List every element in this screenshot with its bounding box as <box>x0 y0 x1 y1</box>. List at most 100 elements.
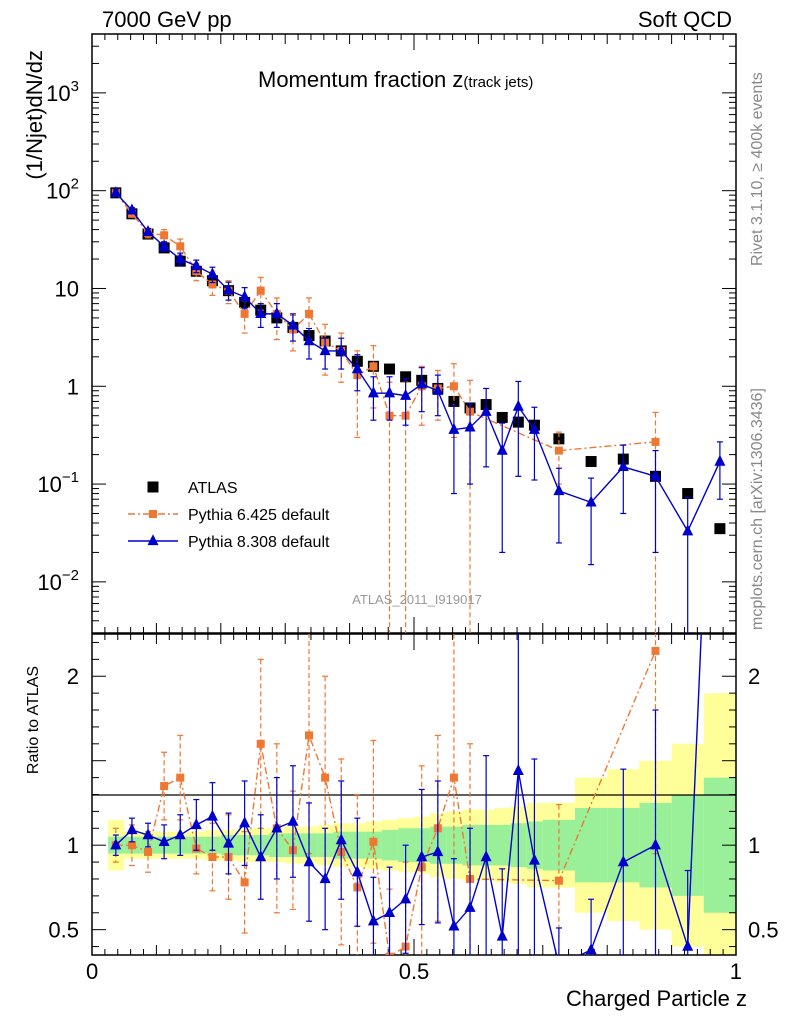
ratio-marker-pythia6 <box>176 773 185 782</box>
ratio-marker-pythia6 <box>305 731 314 740</box>
ratio-marker-pythia8 <box>682 939 694 951</box>
marker-pythia8 <box>223 283 235 295</box>
marker-pythia8 <box>303 334 315 346</box>
green-band-28 <box>575 808 608 883</box>
ratio-marker-pythia8 <box>142 828 154 840</box>
ratio-marker-pythia6 <box>240 878 249 887</box>
marker-pythia8 <box>271 307 283 319</box>
mcplots-label: mcplots.cern.ch [arXiv:1306.3436] <box>749 388 766 630</box>
plot-title-sub: (track jets) <box>463 74 533 91</box>
ratio-marker-pythia8 <box>287 814 299 826</box>
ratio-y-tick-label-right: 1 <box>748 833 760 858</box>
marker-pythia8 <box>650 469 661 481</box>
marker-pythia8 <box>512 399 524 411</box>
ratio-y-tick-label-left: 2 <box>67 664 79 689</box>
marker-pythia8 <box>416 377 428 389</box>
marker-pythia8 <box>287 318 299 330</box>
ratio-marker-pythia8 <box>512 764 524 776</box>
marker-pythia8 <box>432 383 444 395</box>
ratio-marker-pythia8 <box>496 929 508 941</box>
marker-atlas <box>384 363 396 375</box>
ratio-marker-pythia6 <box>321 773 330 782</box>
marker-pythia8 <box>255 307 267 319</box>
ratio-marker-pythia8 <box>110 838 122 850</box>
marker-atlas <box>448 395 460 407</box>
ratio-marker-pythia8 <box>617 855 629 867</box>
ratio-y-tick-label-right: 0.5 <box>748 918 779 943</box>
legend-marker-pythia8 <box>147 534 159 546</box>
marker-pythia6 <box>449 382 458 391</box>
ratio-marker-pythia6 <box>369 837 378 846</box>
legend-marker-atlas <box>147 481 159 493</box>
ratio-marker-pythia8 <box>416 850 428 862</box>
legend-entry-atlas: ATLAS <box>147 480 238 497</box>
ratio-marker-pythia8 <box>255 850 267 862</box>
header-left-label: 7000 GeV pp <box>102 7 232 32</box>
marker-pythia6 <box>208 280 217 289</box>
marker-atlas <box>585 456 597 468</box>
marker-pythia6 <box>651 437 660 446</box>
ratio-marker-pythia8 <box>480 850 492 862</box>
marker-pythia8 <box>496 443 508 455</box>
x-tick-label: 1 <box>730 959 742 984</box>
ratio-marker-pythia6 <box>256 739 265 748</box>
ratio-marker-pythia8 <box>126 823 138 835</box>
ratio-marker-pythia8 <box>528 853 540 865</box>
marker-pythia6 <box>554 446 563 455</box>
x-tick-label: 0.5 <box>399 959 430 984</box>
marker-pythia8 <box>553 484 565 496</box>
ratio-marker-pythia8 <box>303 855 315 867</box>
marker-pythia8 <box>319 344 331 356</box>
ratio-marker-pythia8 <box>448 919 460 931</box>
ratio-marker-pythia6 <box>651 646 660 655</box>
ratio-marker-pythia8 <box>206 809 218 821</box>
y-tick-label: 10 <box>55 276 79 301</box>
ratio-marker-pythia8 <box>158 835 170 846</box>
ratio-marker-pythia8 <box>190 818 202 830</box>
axis-ticks <box>91 33 737 955</box>
ratio-marker-pythia8 <box>239 816 251 828</box>
marker-pythia8 <box>206 267 218 279</box>
ratio-marker-pythia6 <box>160 782 169 791</box>
marker-pythia8 <box>528 422 540 434</box>
y-tick-label: 10−1 <box>37 469 79 497</box>
marker-atlas <box>714 523 726 535</box>
ratio-y-axis-label: Ratio to ATLAS <box>25 666 42 774</box>
ratio-marker-pythia8 <box>714 196 725 207</box>
marker-atlas <box>682 488 694 500</box>
legend-label-atlas: ATLAS <box>188 480 238 497</box>
marker-pythia8 <box>239 290 251 302</box>
legend-label-pythia6: Pythia 6.425 default <box>188 507 330 524</box>
marker-pythia8 <box>714 454 726 466</box>
marker-pythia8 <box>142 224 154 236</box>
y-tick-label: 10−2 <box>37 567 79 595</box>
ratio-marker-pythia8 <box>464 900 476 912</box>
marker-atlas <box>553 433 565 445</box>
rivet-version-label: Rivet 3.1.10, ≥ 400k events <box>749 72 766 266</box>
plot-title-main: Momentum fraction z <box>258 67 463 92</box>
marker-pythia6 <box>176 242 185 251</box>
y-tick-label: 103 <box>46 78 79 106</box>
marker-pythia8 <box>585 495 597 507</box>
marker-pythia8 <box>190 259 202 271</box>
legend-marker-pythia6 <box>149 510 157 518</box>
marker-pythia6 <box>256 286 265 295</box>
marker-pythia8 <box>448 422 460 434</box>
marker-pythia8 <box>682 524 694 536</box>
series-pythia8 <box>110 186 726 633</box>
main-series <box>110 186 726 633</box>
ratio-marker-pythia8 <box>174 828 186 840</box>
ratio-marker-pythia8 <box>335 833 347 845</box>
marker-pythia6 <box>305 309 314 318</box>
legend-label-pythia8: Pythia 8.308 default <box>188 534 330 551</box>
ratio-marker-pythia8 <box>400 892 412 904</box>
ratio-marker-pythia8 <box>319 872 331 884</box>
marker-pythia8 <box>367 386 379 398</box>
ratio-marker-pythia6 <box>554 876 563 885</box>
marker-pythia8 <box>617 460 629 472</box>
marker-pythia8 <box>384 386 396 398</box>
ratio-marker-pythia8 <box>271 821 283 833</box>
legend: ATLAS Pythia 6.425 default Pythia 8.308 de… <box>128 480 330 551</box>
marker-pythia6 <box>160 231 169 240</box>
